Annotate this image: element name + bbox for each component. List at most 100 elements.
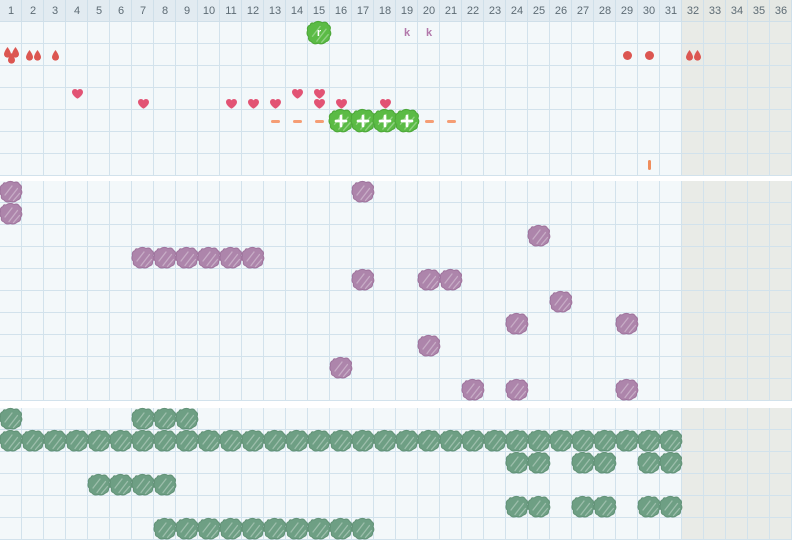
sage-scribble-icon[interactable] bbox=[219, 517, 243, 540]
purple-scribble-icon[interactable] bbox=[153, 246, 177, 269]
sage-scribble-icon[interactable] bbox=[219, 429, 243, 452]
sage-scribble-icon[interactable] bbox=[263, 429, 287, 452]
dot-icon[interactable] bbox=[638, 44, 660, 66]
purple-scribble-icon[interactable] bbox=[351, 268, 375, 291]
purple-scribble-icon[interactable] bbox=[329, 356, 353, 379]
sage-scribble-icon[interactable] bbox=[153, 473, 177, 496]
sage-scribble-icon[interactable] bbox=[483, 429, 507, 452]
sage-scribble-icon[interactable] bbox=[241, 429, 265, 452]
dash-icon[interactable] bbox=[264, 110, 286, 132]
sage-scribble-icon[interactable] bbox=[527, 495, 551, 518]
heart-icon[interactable] bbox=[132, 88, 154, 110]
sage-scribble-icon[interactable] bbox=[571, 451, 595, 474]
sage-scribble-icon[interactable] bbox=[197, 517, 221, 540]
sage-scribble-icon[interactable] bbox=[131, 429, 155, 452]
sage-scribble-icon[interactable] bbox=[505, 429, 529, 452]
sage-scribble-icon[interactable] bbox=[153, 407, 177, 430]
heart-icon[interactable] bbox=[374, 88, 396, 110]
sage-scribble-icon[interactable] bbox=[131, 473, 155, 496]
sage-scribble-icon[interactable] bbox=[549, 429, 573, 452]
sage-scribble-icon[interactable] bbox=[21, 429, 45, 452]
heart-icon[interactable] bbox=[286, 88, 308, 110]
sage-scribble-icon[interactable] bbox=[307, 517, 331, 540]
purple-scribble-icon[interactable] bbox=[461, 378, 485, 401]
sage-scribble-icon[interactable] bbox=[285, 517, 309, 540]
sage-scribble-icon[interactable] bbox=[87, 473, 111, 496]
sage-scribble-icon[interactable] bbox=[373, 429, 397, 452]
heart-icon[interactable] bbox=[308, 88, 330, 110]
purple-scribble-icon[interactable] bbox=[615, 312, 639, 335]
purple-scribble-icon[interactable] bbox=[505, 312, 529, 335]
sage-scribble-icon[interactable] bbox=[505, 451, 529, 474]
dot-icon[interactable] bbox=[616, 44, 638, 66]
plus-scribble-icon[interactable] bbox=[350, 108, 376, 133]
droplets-icon[interactable] bbox=[22, 44, 44, 66]
sage-scribble-icon[interactable] bbox=[175, 407, 199, 430]
sage-scribble-icon[interactable] bbox=[351, 429, 375, 452]
sage-scribble-icon[interactable] bbox=[175, 517, 199, 540]
heart-icon[interactable] bbox=[330, 88, 352, 110]
sage-scribble-icon[interactable] bbox=[527, 429, 551, 452]
sage-scribble-icon[interactable] bbox=[0, 429, 23, 452]
purple-scribble-icon[interactable] bbox=[439, 268, 463, 291]
dash-icon[interactable] bbox=[440, 110, 462, 132]
sage-scribble-icon[interactable] bbox=[505, 495, 529, 518]
sage-scribble-icon[interactable] bbox=[593, 429, 617, 452]
tick-mark-icon[interactable] bbox=[638, 154, 660, 176]
heart-icon[interactable] bbox=[308, 88, 330, 110]
purple-scribble-icon[interactable] bbox=[0, 180, 23, 203]
sage-scribble-icon[interactable] bbox=[65, 429, 89, 452]
heart-icon[interactable] bbox=[220, 88, 242, 110]
letter-k-label[interactable]: k bbox=[418, 22, 440, 44]
sage-scribble-icon[interactable] bbox=[0, 407, 23, 430]
sage-scribble-icon[interactable] bbox=[351, 517, 375, 540]
heart-icon[interactable] bbox=[264, 88, 286, 110]
plus-scribble-icon[interactable] bbox=[372, 108, 398, 133]
sage-scribble-icon[interactable] bbox=[659, 451, 683, 474]
purple-scribble-icon[interactable] bbox=[241, 246, 265, 269]
purple-scribble-icon[interactable] bbox=[417, 334, 441, 357]
purple-scribble-icon[interactable] bbox=[527, 224, 551, 247]
sage-scribble-icon[interactable] bbox=[175, 429, 199, 452]
purple-scribble-icon[interactable] bbox=[219, 246, 243, 269]
plus-scribble-icon[interactable] bbox=[394, 108, 420, 133]
sage-scribble-icon[interactable] bbox=[263, 517, 287, 540]
heart-icon[interactable] bbox=[66, 88, 88, 110]
sage-scribble-icon[interactable] bbox=[197, 429, 221, 452]
dash-icon[interactable] bbox=[308, 110, 330, 132]
sage-scribble-icon[interactable] bbox=[637, 495, 661, 518]
plus-scribble-icon[interactable] bbox=[328, 108, 354, 133]
sage-scribble-icon[interactable] bbox=[329, 517, 353, 540]
sage-scribble-icon[interactable] bbox=[109, 429, 133, 452]
sage-scribble-icon[interactable] bbox=[571, 429, 595, 452]
sage-scribble-icon[interactable] bbox=[241, 517, 265, 540]
sage-scribble-icon[interactable] bbox=[593, 495, 617, 518]
sage-scribble-icon[interactable] bbox=[637, 451, 661, 474]
purple-scribble-icon[interactable] bbox=[0, 202, 23, 225]
sage-scribble-icon[interactable] bbox=[285, 429, 309, 452]
sage-scribble-icon[interactable] bbox=[131, 407, 155, 430]
sage-scribble-icon[interactable] bbox=[637, 429, 661, 452]
sage-scribble-icon[interactable] bbox=[527, 451, 551, 474]
sage-scribble-icon[interactable] bbox=[87, 429, 111, 452]
sage-scribble-icon[interactable] bbox=[615, 429, 639, 452]
letter-r-scribble-icon[interactable]: r bbox=[306, 20, 332, 45]
sage-scribble-icon[interactable] bbox=[153, 429, 177, 452]
sage-scribble-icon[interactable] bbox=[43, 429, 67, 452]
sage-scribble-icon[interactable] bbox=[659, 429, 683, 452]
sage-scribble-icon[interactable] bbox=[659, 495, 683, 518]
purple-scribble-icon[interactable] bbox=[417, 268, 441, 291]
purple-scribble-icon[interactable] bbox=[505, 378, 529, 401]
sage-scribble-icon[interactable] bbox=[109, 473, 133, 496]
sage-scribble-icon[interactable] bbox=[395, 429, 419, 452]
droplets-icon[interactable] bbox=[0, 44, 22, 66]
purple-scribble-icon[interactable] bbox=[549, 290, 573, 313]
sage-scribble-icon[interactable] bbox=[461, 429, 485, 452]
sage-scribble-icon[interactable] bbox=[439, 429, 463, 452]
sage-scribble-icon[interactable] bbox=[329, 429, 353, 452]
purple-scribble-icon[interactable] bbox=[351, 180, 375, 203]
purple-scribble-icon[interactable] bbox=[615, 378, 639, 401]
purple-scribble-icon[interactable] bbox=[175, 246, 199, 269]
sage-scribble-icon[interactable] bbox=[417, 429, 441, 452]
dash-icon[interactable] bbox=[286, 110, 308, 132]
